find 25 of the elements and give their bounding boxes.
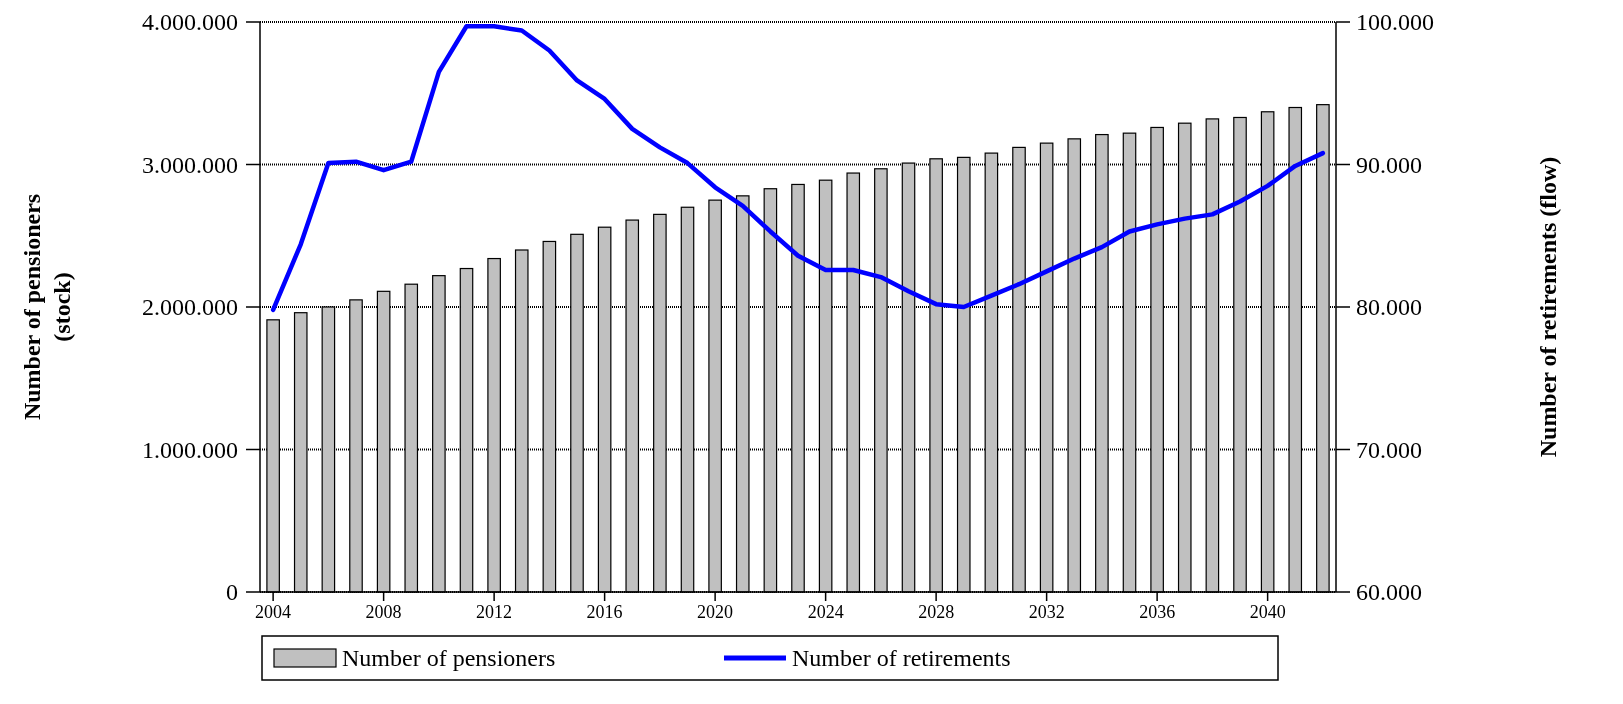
legend-label: Number of pensioners bbox=[342, 645, 556, 672]
y-tick-label: 2.000.000 bbox=[142, 294, 238, 321]
x-tick-label: 2008 bbox=[365, 602, 402, 622]
y2-tick-label: 100.000 bbox=[1356, 9, 1434, 36]
y-tick-label: 3.000.000 bbox=[142, 151, 238, 178]
y2-tick-label: 60.000 bbox=[1356, 579, 1422, 606]
x-tick-label: 2004 bbox=[255, 602, 292, 622]
y2-tick-label: 80.000 bbox=[1356, 294, 1422, 321]
y-tick-label: 0 bbox=[226, 579, 238, 606]
x-tick-label: 2016 bbox=[586, 602, 623, 622]
y2-tick-label: 70.000 bbox=[1356, 436, 1422, 463]
y2-axis-title: Number of retirements (flow) bbox=[1535, 156, 1561, 458]
x-tick-label: 2020 bbox=[697, 602, 734, 622]
x-tick-label: 2032 bbox=[1028, 602, 1065, 622]
legend-label: Number of retirements bbox=[792, 645, 1011, 672]
x-tick-label: 2028 bbox=[918, 602, 955, 622]
y-tick-label: 1.000.000 bbox=[142, 436, 238, 463]
x-tick-label: 2040 bbox=[1249, 602, 1286, 622]
y-tick-label: 4.000.000 bbox=[142, 9, 238, 36]
x-tick-label: 2036 bbox=[1139, 602, 1176, 622]
y2-tick-label: 90.000 bbox=[1356, 151, 1422, 178]
x-tick-label: 2024 bbox=[807, 602, 844, 622]
line-series bbox=[270, 24, 1326, 313]
y-axis-title: Number of pensioners (stock) bbox=[19, 193, 75, 421]
x-tick-label: 2012 bbox=[476, 602, 513, 622]
